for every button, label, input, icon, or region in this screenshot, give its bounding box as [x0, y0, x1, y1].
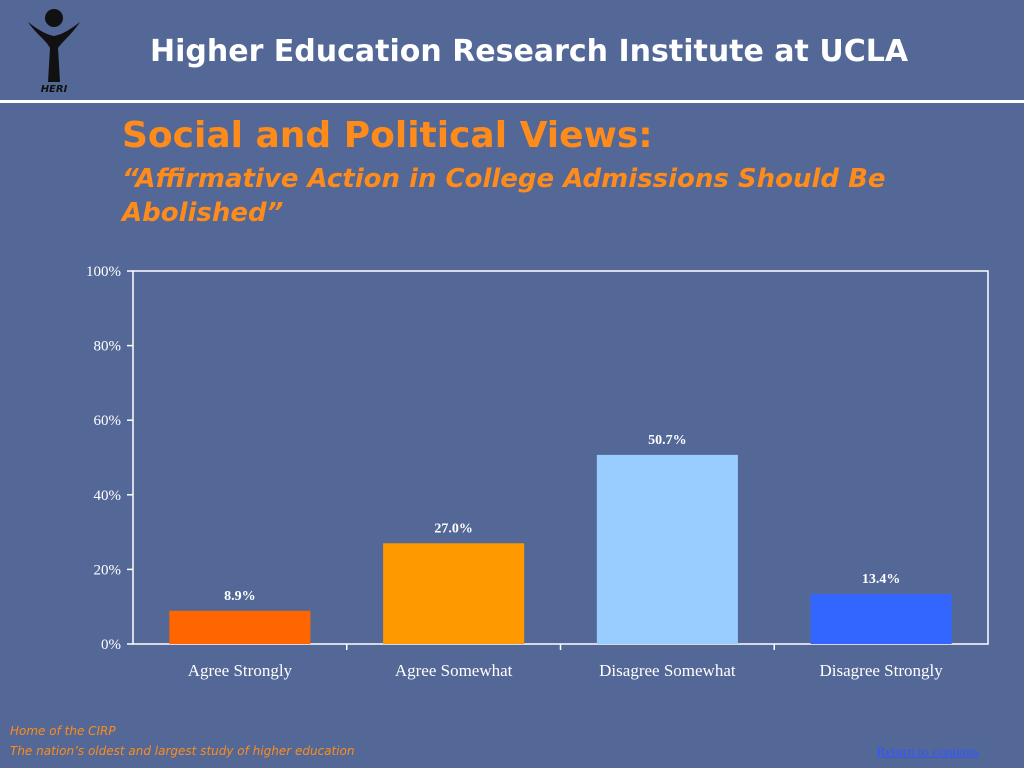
- footer-tagline-study: The nation’s oldest and largest study of…: [10, 744, 355, 758]
- bar: [596, 454, 738, 644]
- y-tick-label: 60%: [94, 413, 122, 429]
- bar: [169, 610, 311, 644]
- logo-text: HERI: [41, 84, 68, 95]
- x-category-label: Disagree Somewhat: [599, 661, 736, 680]
- y-tick-label: 80%: [94, 339, 122, 355]
- header-title: Higher Education Research Institute at U…: [150, 34, 909, 69]
- bar-value-label: 27.0%: [434, 521, 473, 536]
- header-divider: [0, 100, 1024, 103]
- slide-title: Social and Political Views:: [122, 115, 653, 156]
- x-category-label: Agree Somewhat: [395, 661, 513, 680]
- y-tick-label: 100%: [86, 264, 121, 280]
- bar: [810, 594, 952, 644]
- plot-frame: [132, 270, 989, 645]
- footer-tagline-cirp: Home of the CIRP: [10, 724, 116, 738]
- y-tick-label: 40%: [94, 488, 122, 504]
- x-category-label: Agree Strongly: [188, 661, 293, 680]
- x-category-label: Disagree Strongly: [820, 661, 944, 680]
- y-tick-label: 20%: [94, 562, 122, 578]
- logo-figure-icon: [28, 22, 80, 82]
- return-to-contents-link[interactable]: Return to contents: [876, 745, 979, 760]
- slide-subtitle: “Affirmative Action in College Admission…: [122, 164, 886, 228]
- y-tick-label: 0%: [101, 637, 121, 653]
- bar-value-label: 50.7%: [648, 433, 687, 448]
- heri-logo: HERI: [28, 9, 80, 95]
- bar-value-label: 13.4%: [862, 572, 901, 587]
- logo-head-icon: [45, 9, 63, 27]
- bar-value-label: 8.9%: [224, 589, 256, 604]
- bar: [383, 543, 525, 644]
